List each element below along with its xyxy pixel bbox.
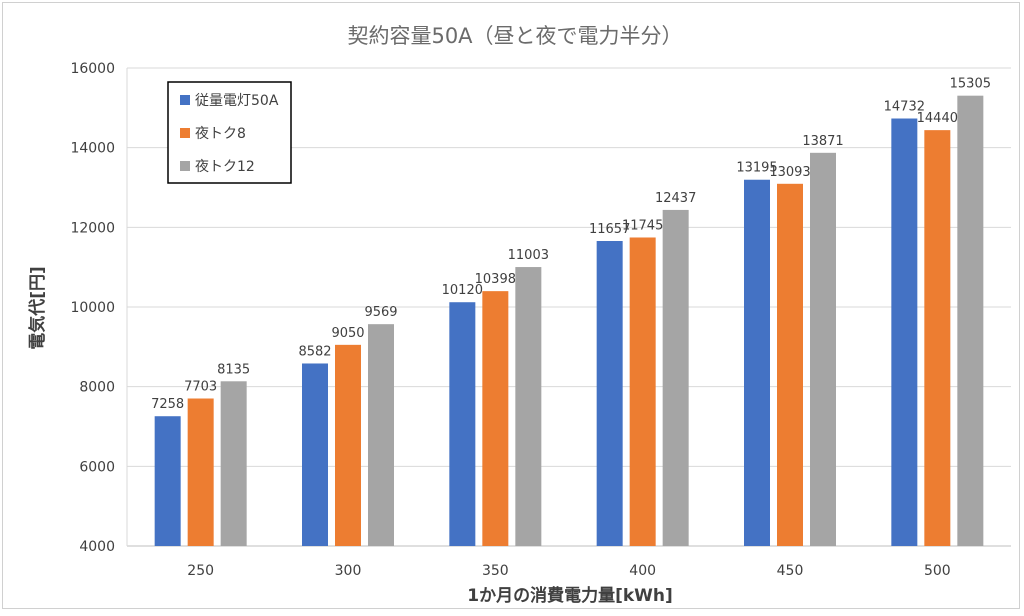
bar-従量電灯50A-500 [891, 118, 918, 546]
y-tick-label: 10000 [70, 300, 115, 316]
x-tick-label: 500 [924, 563, 951, 579]
data-label: 10120 [442, 283, 483, 298]
bar-夜トク8-250 [187, 398, 214, 546]
bar-夜トク12-500 [957, 95, 984, 546]
data-label: 13871 [802, 134, 843, 149]
bar-夜トク8-400 [629, 237, 656, 546]
bar-夜トク12-250 [220, 381, 247, 546]
data-label: 11657 [589, 222, 630, 237]
data-label: 11003 [508, 248, 549, 263]
y-tick-label: 14000 [70, 141, 115, 157]
bar-従量電灯50A-400 [596, 240, 623, 547]
bar-従量電灯50A-350 [449, 302, 476, 546]
data-label: 13093 [769, 165, 810, 180]
x-tick-label: 450 [777, 563, 804, 579]
legend-swatch [180, 95, 190, 105]
x-tick-label: 350 [482, 563, 509, 579]
bar-従量電灯50A-450 [744, 179, 770, 547]
legend-swatch [180, 128, 190, 138]
y-tick-label: 6000 [79, 459, 115, 475]
bar-従量電灯50A-300 [302, 363, 328, 546]
data-label: 12437 [655, 191, 696, 206]
y-tick-label: 16000 [70, 61, 115, 77]
bar-夜トク12-450 [810, 152, 836, 546]
data-label: 8582 [298, 344, 331, 359]
data-label: 8135 [217, 362, 250, 377]
bar-従量電灯50A-250 [154, 416, 181, 546]
data-label: 9050 [331, 326, 364, 341]
bar-夜トク12-350 [515, 267, 542, 546]
legend-label: 夜トク8 [195, 126, 246, 142]
y-tick-label: 4000 [79, 539, 115, 555]
chart-frame: 契約容量50A（昼と夜で電力半分） 7258 7703 8135 8582 9050 95… [2, 2, 1020, 609]
bar-夜トク8-300 [335, 344, 361, 546]
x-tick-label: 300 [335, 563, 362, 579]
data-label: 14732 [884, 100, 925, 115]
data-label: 11745 [622, 218, 663, 233]
bar-夜トク12-400 [662, 209, 689, 547]
data-label: 15305 [950, 77, 991, 92]
bar-夜トク8-350 [482, 291, 509, 546]
bar-夜トク8-450 [777, 183, 803, 546]
x-tick-label: 250 [187, 563, 214, 579]
bar-夜トク12-300 [368, 324, 394, 546]
x-axis-ticks: 250 300 350 400 450 500 [187, 563, 950, 579]
chart-title: 契約容量50A（昼と夜で電力半分） [347, 24, 682, 48]
y-axis-title: 電気代[円] [27, 266, 48, 350]
data-label: 13195 [736, 161, 777, 176]
data-label: 7703 [184, 379, 217, 394]
x-tick-label: 400 [629, 563, 656, 579]
y-tick-label: 8000 [79, 380, 115, 396]
legend-label: 夜トク12 [195, 159, 255, 175]
data-label: 14440 [917, 111, 958, 126]
x-axis-title: 1か月の消費電力量[kWh] [467, 585, 673, 606]
y-tick-label: 12000 [70, 220, 115, 236]
legend: 従量電灯50A 夜トク8 夜トク12 [167, 81, 292, 184]
legend-swatch [180, 161, 190, 171]
data-label: 9569 [364, 305, 397, 320]
y-axis-ticks: 4000 6000 8000 10000 12000 14000 16000 [70, 61, 115, 555]
legend-label: 従量電灯50A [195, 93, 279, 109]
bar-series [154, 95, 984, 547]
data-label: 7258 [151, 397, 184, 412]
data-label: 10398 [475, 272, 516, 287]
bar-夜トク8-500 [924, 130, 951, 546]
